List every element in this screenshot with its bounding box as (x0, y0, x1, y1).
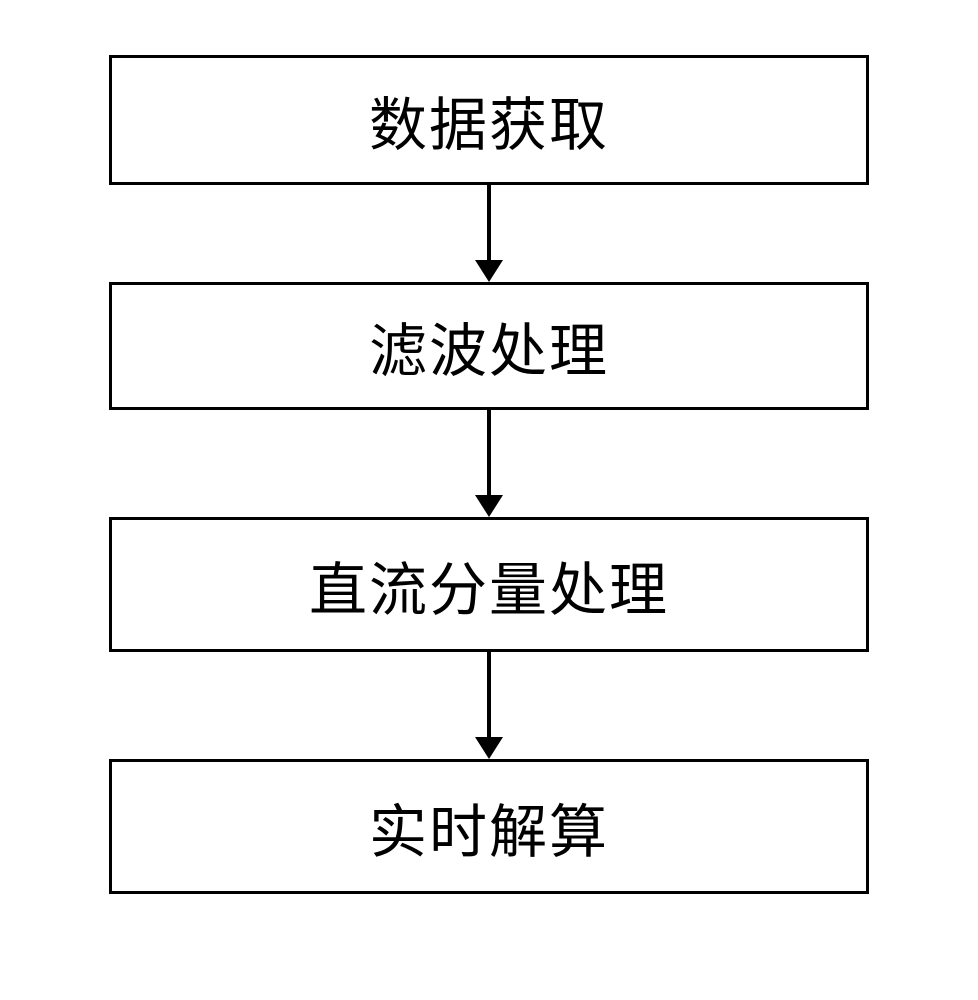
flowchart-arrow-1 (475, 185, 503, 282)
arrow-head-icon (475, 260, 503, 282)
flowchart-node-4: 实时解算 (109, 759, 869, 894)
arrow-head-icon (475, 495, 503, 517)
node-label: 滤波处理 (369, 304, 609, 388)
node-label: 直流分量处理 (309, 543, 669, 627)
flowchart-node-1: 数据获取 (109, 55, 869, 185)
flowchart-arrow-2 (475, 410, 503, 517)
flowchart-node-2: 滤波处理 (109, 282, 869, 410)
flowchart-arrow-3 (475, 652, 503, 759)
flowchart-node-3: 直流分量处理 (109, 517, 869, 652)
arrow-head-icon (475, 737, 503, 759)
arrow-line (487, 185, 491, 260)
flowchart-container: 数据获取 滤波处理 直流分量处理 实时解算 (109, 55, 869, 894)
node-label: 实时解算 (369, 785, 609, 869)
arrow-line (487, 652, 491, 737)
arrow-line (487, 410, 491, 495)
node-label: 数据获取 (369, 78, 609, 162)
